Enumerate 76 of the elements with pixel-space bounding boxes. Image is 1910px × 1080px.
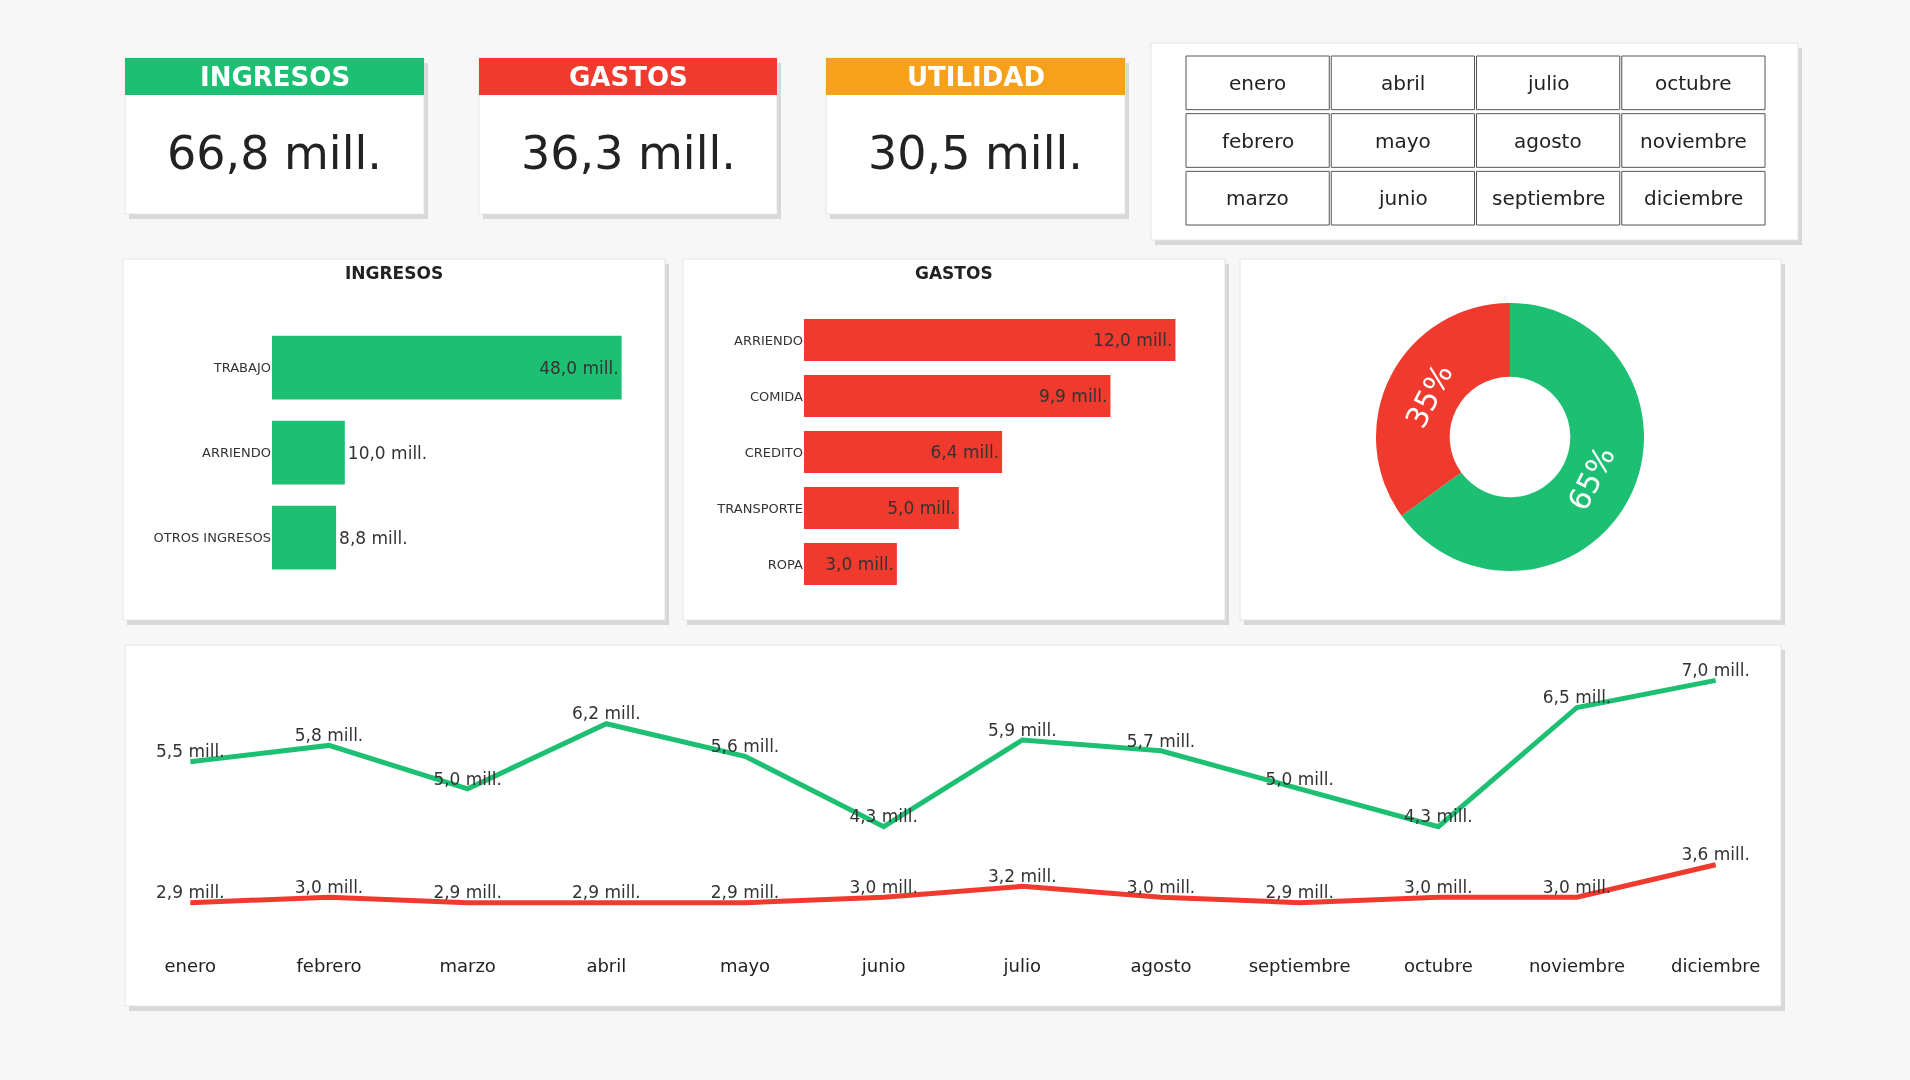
text: mayo <box>1375 129 1431 153</box>
text: octubre <box>1655 71 1732 95</box>
data-label: 7,0 mill. <box>1681 660 1750 681</box>
data-label: 3,2 mill. <box>988 866 1057 887</box>
text: GASTOS <box>569 62 688 92</box>
text: julio <box>1527 71 1570 95</box>
y-tick-label: OTROS INGRESOS <box>153 530 271 546</box>
x-tick-label: septiembre <box>1248 955 1351 976</box>
text: 66,8 mill. <box>167 126 382 180</box>
data-label: 2,9 mill. <box>1265 882 1334 903</box>
bar <box>804 375 1111 417</box>
text: septiembre <box>1492 186 1606 210</box>
x-tick-label: enero <box>164 955 217 976</box>
x-tick-label: diciembre <box>1670 955 1761 976</box>
text: abril <box>1381 71 1426 95</box>
data-label: 65% <box>1560 440 1622 516</box>
bar <box>804 431 1003 473</box>
text: agosto <box>1514 129 1582 153</box>
data-label: 9,9 mill. <box>1038 386 1108 406</box>
data-label: 35% <box>1398 358 1460 434</box>
text: febrero <box>1222 129 1295 153</box>
text: noviembre <box>1640 129 1747 153</box>
data-label: 3,0 mill. <box>1404 876 1473 897</box>
data-label: 3,0 mill. <box>1542 876 1612 897</box>
data-label: 10,0 mill. <box>347 442 428 463</box>
data-label: 5,5 mill. <box>156 741 225 762</box>
bar <box>804 319 1176 361</box>
data-label: 2,9 mill. <box>156 882 225 903</box>
bar <box>804 543 897 585</box>
y-tick-label: ARRIENDO <box>202 445 271 461</box>
text: marzo <box>1226 186 1289 210</box>
y-tick-label: ARRIENDO <box>734 332 803 348</box>
x-tick-label: febrero <box>296 955 362 976</box>
x-tick-label: mayo <box>719 955 771 976</box>
data-label: 6,5 mill. <box>1542 687 1612 708</box>
data-label: 3,0 mill. <box>825 554 894 574</box>
data-label: 5,8 mill. <box>294 725 364 746</box>
data-label: 3,0 mill. <box>849 876 918 897</box>
text: INGRESOS <box>200 62 351 92</box>
text: junio <box>1378 186 1428 210</box>
bar <box>804 487 959 529</box>
data-label: 5,9 mill. <box>988 719 1057 740</box>
text: diciembre <box>1644 186 1744 210</box>
x-tick-label: marzo <box>439 955 496 976</box>
text: UTILIDAD <box>907 62 1046 92</box>
x-tick-label: agosto <box>1130 955 1192 976</box>
x-tick-label: octubre <box>1403 955 1473 976</box>
data-label: 3,0 mill. <box>1126 876 1196 897</box>
data-label: 3,6 mill. <box>1681 844 1750 865</box>
data-label: 5,7 mill. <box>1126 730 1196 751</box>
data-label: 12,0 mill. <box>1093 330 1173 350</box>
text: 36,3 mill. <box>521 126 736 180</box>
data-label: 2,9 mill. <box>572 882 641 903</box>
data-label: 48,0 mill. <box>539 357 619 378</box>
y-tick-label: TRANSPORTE <box>716 500 803 516</box>
y-tick-label: TRABAJO <box>212 360 271 376</box>
y-tick-label: CREDITO <box>744 444 803 460</box>
x-tick-label: julio <box>1002 955 1042 976</box>
chart-title: GASTOS <box>915 263 993 283</box>
donut-slice <box>1376 303 1510 516</box>
data-label: 2,9 mill. <box>433 882 502 903</box>
data-label: 8,8 mill. <box>339 527 408 548</box>
x-tick-label: abril <box>586 955 627 976</box>
x-tick-label: noviembre <box>1528 955 1626 976</box>
data-label: 6,4 mill. <box>930 442 1000 462</box>
data-label: 6,2 mill. <box>572 703 641 724</box>
data-label: 5,0 mill. <box>887 498 956 518</box>
text: 30,5 mill. <box>868 126 1083 180</box>
chart-title: INGRESOS <box>345 263 444 283</box>
data-label: 3,0 mill. <box>294 876 364 897</box>
x-tick-label: junio <box>860 955 906 976</box>
data-label: 2,9 mill. <box>710 882 780 903</box>
y-tick-label: ROPA <box>767 556 804 572</box>
text: enero <box>1229 71 1287 95</box>
y-tick-label: COMIDA <box>749 388 804 404</box>
donut-slice <box>1401 303 1644 571</box>
